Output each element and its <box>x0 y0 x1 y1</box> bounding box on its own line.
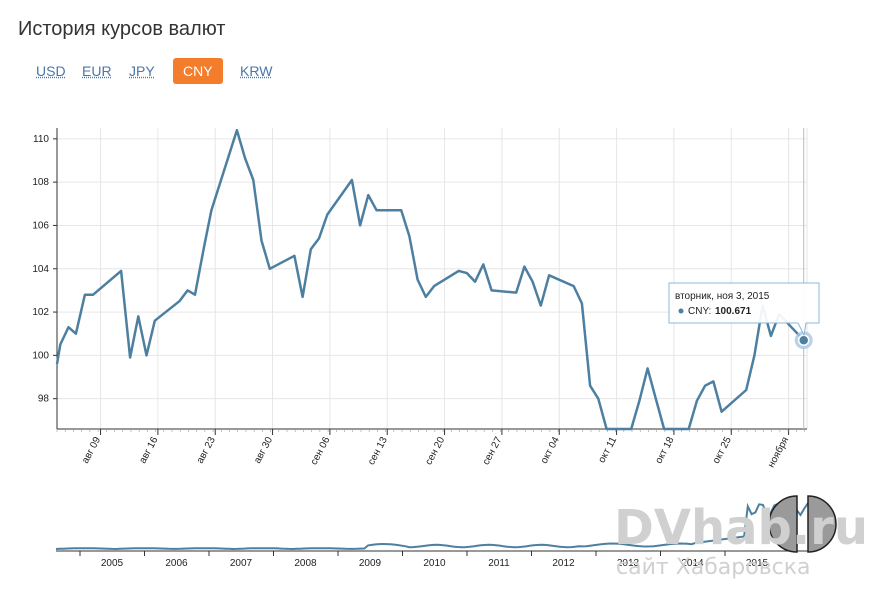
tooltip-date: вторник, ноя 3, 2015 <box>675 291 770 302</box>
navigator-handle-left[interactable] <box>768 495 798 553</box>
navigator-year-label: 2009 <box>359 558 382 569</box>
y-tick-label: 108 <box>32 177 49 188</box>
x-tick-label: сен 13 <box>366 435 390 467</box>
navigator-year-label: 2008 <box>294 558 317 569</box>
navigator[interactable]: 2005 2006 2007 2008 2009 2010 2011 2012 2013 2014… <box>55 495 837 569</box>
tab-eur[interactable]: EUR <box>82 63 112 79</box>
grid-lines <box>57 128 808 429</box>
tooltip-value: 100.671 <box>715 306 752 317</box>
x-tick-label: ноября <box>765 435 791 470</box>
tab-jpy[interactable]: JPY <box>129 63 155 79</box>
navigator-year-label: 2012 <box>552 558 575 569</box>
tab-cny[interactable]: CNY <box>173 58 223 84</box>
hover-point[interactable] <box>797 334 810 346</box>
x-tick-label: авг 16 <box>137 435 160 466</box>
x-tick-label: сен 27 <box>481 435 505 467</box>
x-tick-label: окт 11 <box>596 435 619 465</box>
tooltip-series-label: CNY: <box>688 306 711 317</box>
navigator-year-label: 2015 <box>746 558 769 569</box>
x-tick-label: авг 23 <box>195 435 218 466</box>
navigator-year-label: 2006 <box>165 558 188 569</box>
x-tick-label: сен 20 <box>423 435 447 467</box>
navigator-year-label: 2011 <box>488 558 510 569</box>
navigator-year-label: 2005 <box>101 558 124 569</box>
y-axis: 98 100 102 104 106 108 110 <box>32 128 58 429</box>
navigator-series-line <box>55 501 809 551</box>
y-tick-label: 104 <box>32 264 49 275</box>
tab-usd[interactable]: USD <box>36 63 66 79</box>
tab-krw[interactable]: KRW <box>240 63 273 79</box>
x-tick-label: окт 04 <box>539 435 562 466</box>
navigator-year-label: 2007 <box>230 558 253 569</box>
watermark-subtitle: сайт Хабаровска <box>616 555 811 580</box>
x-axis: авг 09 авг 16 авг 23 авг 30 сен 06 сен 13 сен … <box>56 428 807 470</box>
watermark-brand: DVhab.ru <box>614 500 868 556</box>
navigator-year-label: 2010 <box>423 558 446 569</box>
y-tick-label: 110 <box>33 134 49 145</box>
x-tick-label: авг 09 <box>80 435 103 466</box>
y-tick-label: 100 <box>32 350 49 361</box>
page-title: История курсов валют <box>18 18 226 40</box>
navigator-handle-right[interactable] <box>807 495 837 553</box>
y-tick-label: 98 <box>38 394 50 405</box>
y-tick-label: 102 <box>32 307 49 318</box>
x-tick-label: авг 30 <box>252 435 275 466</box>
y-tick-label: 106 <box>32 220 49 231</box>
navigator-year-labels: 2005 2006 2007 2008 2009 2010 2011 2012 2013 2014… <box>79 551 769 569</box>
navigator-year-label: 2014 <box>681 558 704 569</box>
x-tick-label: окт 25 <box>711 435 734 466</box>
x-tick-label: окт 18 <box>653 435 676 466</box>
navigator-year-label: 2013 <box>617 558 640 569</box>
tooltip: вторник, ноя 3, 2015 CNY: 100.671 <box>668 282 820 337</box>
tooltip-series-dot <box>678 308 684 314</box>
x-tick-label: сен 06 <box>309 435 333 467</box>
cny-series-line <box>55 128 805 431</box>
watermark: DVhab.ru сайт Хабаровска <box>614 500 868 580</box>
